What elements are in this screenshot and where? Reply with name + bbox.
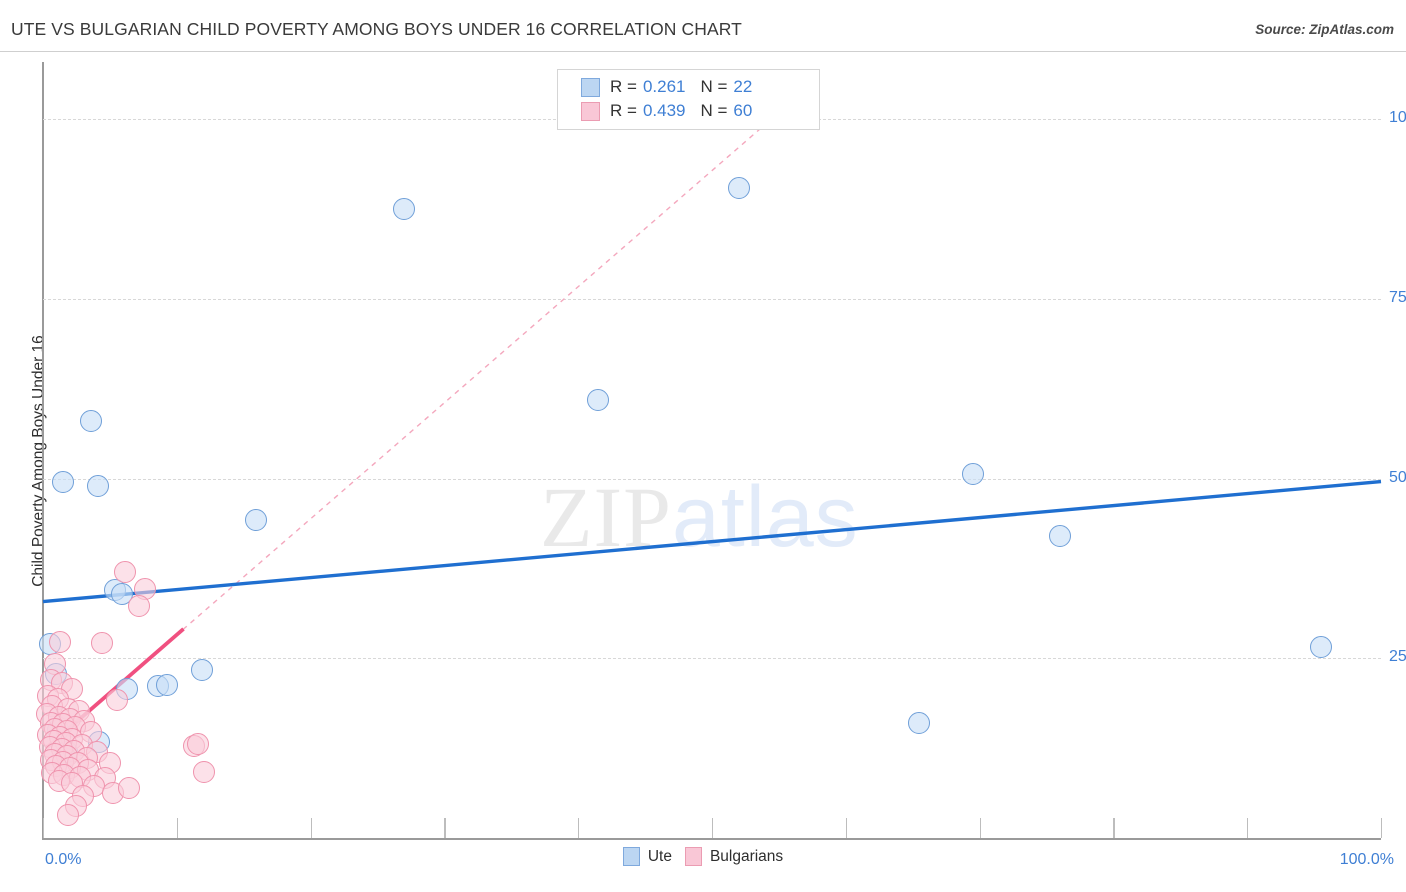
data-point-ute[interactable] — [86, 474, 109, 497]
data-point-ute[interactable] — [110, 582, 133, 605]
legend-item-ute[interactable]: Ute — [622, 847, 672, 866]
x-axis-tick — [1381, 818, 1383, 838]
x-axis-tick — [979, 818, 981, 838]
x-axis-tick — [845, 818, 848, 838]
data-point-bulgarians[interactable] — [187, 732, 210, 755]
data-point-bulgarians[interactable] — [113, 561, 136, 584]
swatch-bulgarians-icon — [581, 101, 600, 121]
x-axis-label-min: 0.0% — [45, 851, 82, 868]
data-point-ute[interactable] — [393, 198, 416, 221]
y-axis-tick-label: 50.0% — [1389, 468, 1406, 486]
legend-swatch-bulgarians-icon — [684, 847, 702, 866]
n-label-bulgarians: N = — [700, 101, 728, 120]
trendlines-layer — [42, 83, 1382, 749]
data-point-ute[interactable] — [1048, 525, 1071, 548]
y-axis-tick-label: 25.0% — [1389, 648, 1406, 666]
data-point-ute[interactable] — [1309, 635, 1332, 658]
source-attribution: Source: ZipAtlas.com — [1255, 22, 1394, 37]
y-axis-line — [42, 62, 44, 839]
x-axis-tick — [578, 818, 580, 838]
data-point-ute[interactable] — [191, 658, 214, 681]
page-title: UTE VS BULGARIAN CHILD POVERTY AMONG BOY… — [11, 19, 742, 39]
data-point-ute[interactable] — [52, 471, 75, 494]
legend-label-ute: Ute — [647, 847, 672, 865]
data-point-ute[interactable] — [80, 409, 103, 432]
y-axis-tick-label: 75.0% — [1389, 289, 1406, 307]
gridline — [43, 658, 1381, 660]
legend-item-bulgarians[interactable]: Bulgarians — [684, 847, 784, 866]
x-axis-tick — [310, 818, 312, 838]
trendline-ute — [42, 479, 1382, 604]
n-value-bulgarians: 60 — [733, 101, 753, 120]
x-axis-line — [42, 838, 1381, 840]
x-axis-tick — [176, 818, 179, 838]
data-point-ute[interactable] — [961, 462, 984, 485]
legend-swatch-ute-icon — [622, 847, 640, 866]
header-divider — [0, 51, 1406, 52]
data-point-ute[interactable] — [908, 712, 931, 735]
swatch-ute-icon — [581, 77, 600, 97]
y-axis-tick-label: 100.0% — [1389, 109, 1406, 127]
data-point-bulgarians[interactable] — [128, 594, 151, 617]
data-point-ute[interactable] — [727, 176, 750, 199]
x-axis-tick — [1113, 818, 1115, 838]
n-label-ute: N = — [700, 77, 728, 96]
x-axis-tick — [1247, 818, 1249, 838]
gridline — [43, 478, 1381, 480]
data-point-ute[interactable] — [244, 509, 267, 532]
data-point-bulgarians[interactable] — [49, 630, 72, 653]
watermark-atlas: atlas — [672, 469, 859, 565]
plot-area: ZIPatlas — [36, 62, 1382, 838]
r-label-ute: R = — [610, 77, 637, 96]
r-value-bulgarians: 0.439 — [642, 101, 686, 120]
data-point-bulgarians[interactable] — [192, 760, 215, 783]
trendline-extension-bulgarians — [46, 83, 813, 748]
x-axis-label-max: 100.0% — [1339, 851, 1394, 868]
legend-label-bulgarians: Bulgarians — [709, 847, 784, 865]
correlation-stats-legend: R = 0.261 N = 22 R = 0.439 N = 60 — [557, 69, 820, 130]
data-point-ute[interactable] — [156, 673, 179, 696]
zipatlas-watermark: ZIPatlas — [540, 467, 859, 567]
data-point-bulgarians[interactable] — [117, 776, 140, 799]
gridline — [43, 299, 1381, 301]
data-point-ute[interactable] — [587, 389, 610, 412]
x-axis-tick — [43, 818, 45, 838]
series-legend: Ute Bulgarians — [0, 847, 1406, 866]
stats-row-ute: R = 0.261 N = 22 — [581, 74, 752, 100]
n-value-ute: 22 — [733, 77, 753, 96]
data-point-bulgarians[interactable] — [57, 804, 80, 826]
chart-header: UTE VS BULGARIAN CHILD POVERTY AMONG BOY… — [0, 0, 1406, 52]
stats-row-bulgarians: R = 0.439 N = 60 — [581, 98, 752, 124]
r-label-bulgarians: R = — [610, 101, 637, 120]
data-point-bulgarians[interactable] — [90, 631, 113, 654]
watermark-zip: ZIP — [540, 469, 672, 565]
data-point-bulgarians[interactable] — [105, 689, 128, 712]
x-axis-tick — [444, 818, 446, 838]
x-axis-tick — [712, 818, 714, 838]
r-value-ute: 0.261 — [642, 77, 686, 96]
